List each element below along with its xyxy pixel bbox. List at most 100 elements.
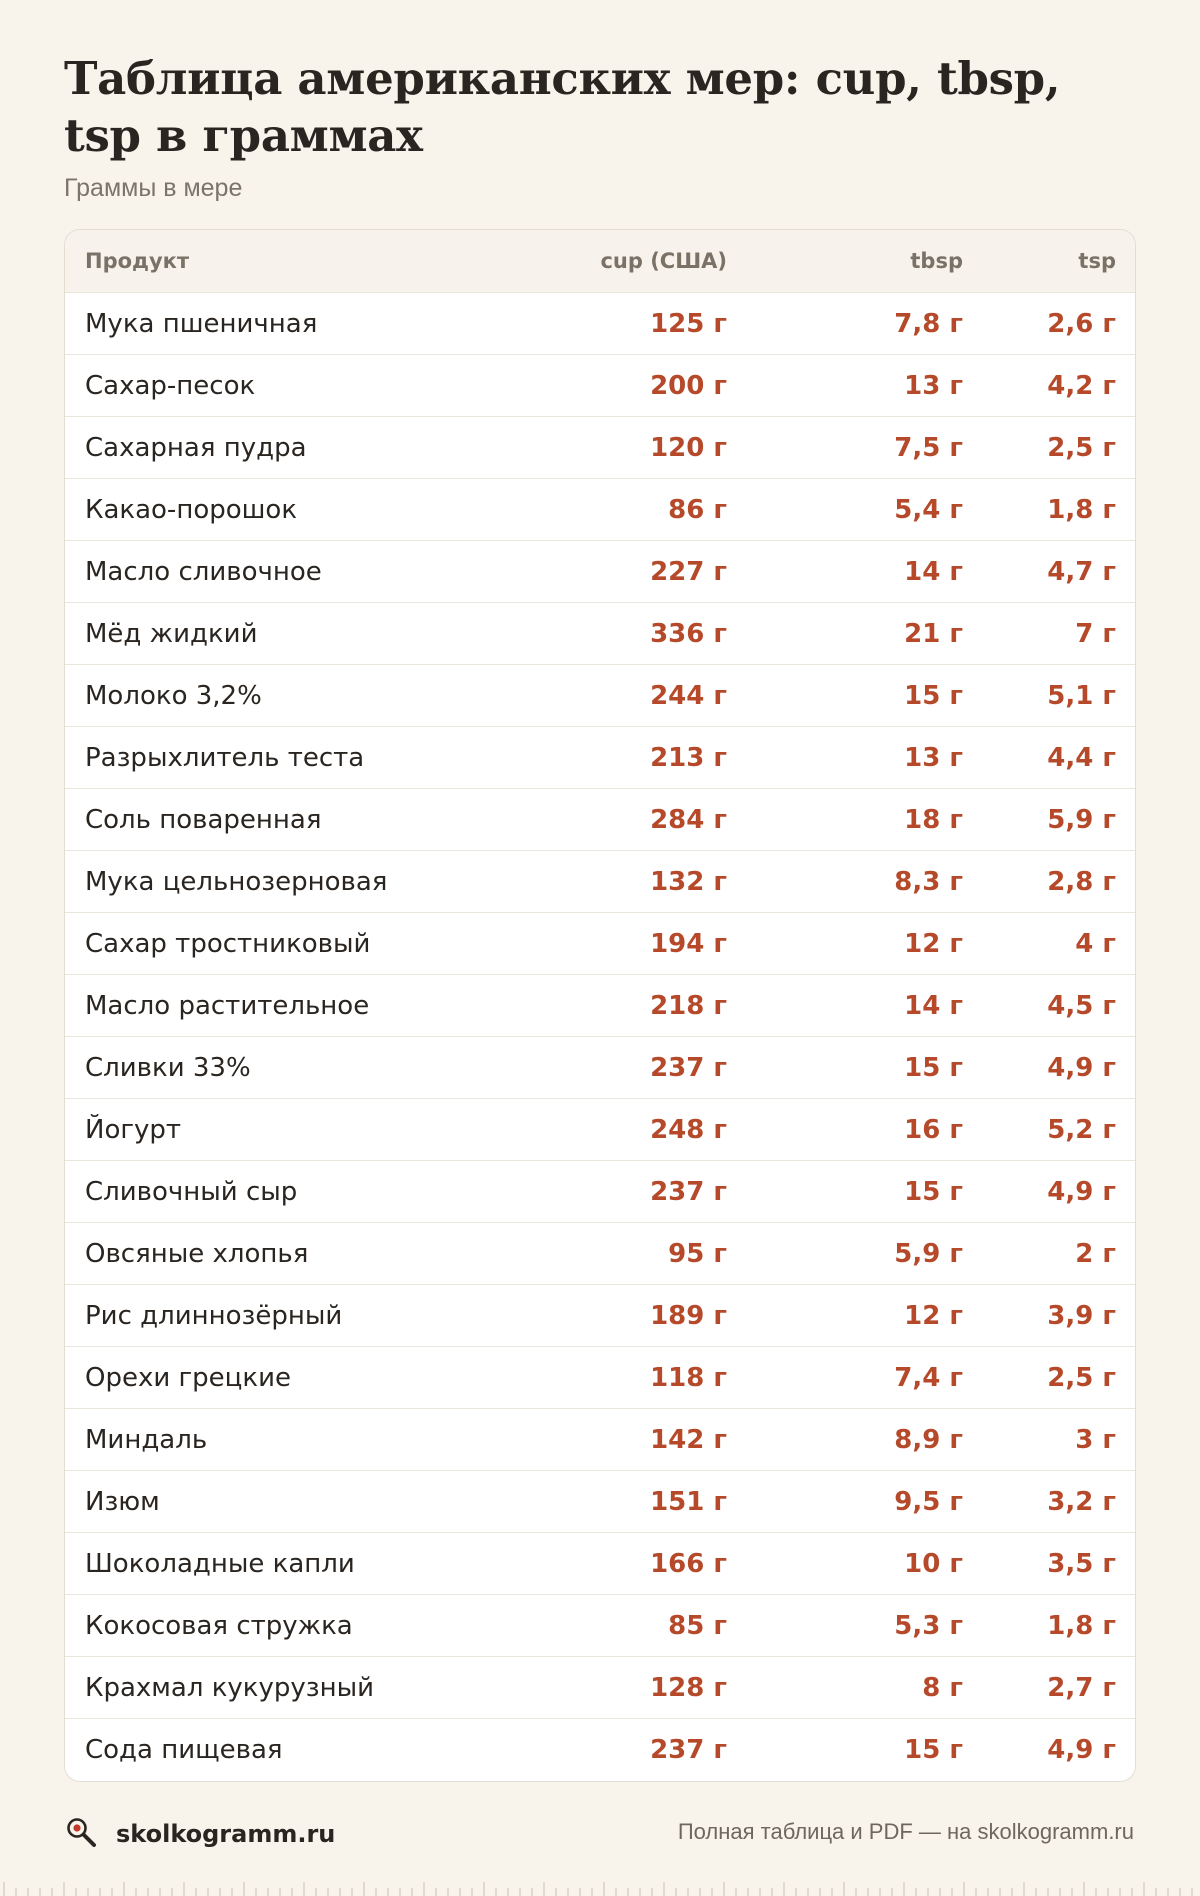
cup-value: 248 г [650,1114,727,1145]
tbsp-value: 12 г [904,928,963,959]
table-row: Шоколадные капли 166 г 10 г 3,5 г [65,1533,1135,1595]
tsp-value: 4 г [1075,928,1116,959]
tbsp-value: 5,4 г [894,494,963,525]
product-name: Сода пищевая [85,1735,283,1765]
tbsp-value: 18 г [904,804,963,835]
tbsp-value: 13 г [904,370,963,401]
tsp-value: 3 г [1075,1424,1116,1455]
product-name: Сахарная пудра [85,432,307,463]
tsp-value: 2,8 г [1047,866,1116,897]
product-name: Крахмал кукурузный [85,1672,375,1703]
table-row: Сахар-песок 200 г 13 г 4,2 г [65,355,1135,417]
product-name: Сливки 33% [85,1052,251,1083]
product-name: Сахар тростниковый [85,928,371,959]
measures-table: Продукт cup (США) tbsp tsp Мука пшенична… [64,229,1136,1782]
tsp-value: 2,5 г [1047,1362,1116,1393]
cup-value: 237 г [650,1052,727,1083]
tbsp-value: 12 г [904,1300,963,1331]
tbsp-value: 7,8 г [894,308,963,339]
footer-brand[interactable]: skolkogramm.ru [64,1815,335,1853]
table-row: Сода пищевая 237 г 15 г 4,9 г [65,1719,1135,1781]
table-row: Рис длиннозёрный 189 г 12 г 3,9 г [65,1285,1135,1347]
table-body: Мука пшеничная 125 г 7,8 г 2,6 г Сахар-песок… [65,293,1135,1781]
tbsp-value: 14 г [904,990,963,1021]
product-name: Овсяные хлопья [85,1238,309,1269]
tsp-value: 1,8 г [1047,494,1116,525]
product-name: Сахар-песок [85,370,256,401]
tbsp-value: 8,3 г [894,866,963,897]
column-header-tsp: tsp [1078,249,1116,273]
footer-note[interactable]: Полная таблица и PDF — на skolkogramm.ru [677,1819,1134,1844]
table-row: Масло сливочное 227 г 14 г 4,7 г [65,541,1135,603]
table-row: Крахмал кукурузный 128 г 8 г 2,7 г [65,1657,1135,1719]
product-name: Орехи грецкие [85,1362,291,1393]
tsp-value: 5,9 г [1047,804,1116,835]
tbsp-value: 7,4 г [894,1362,963,1393]
tsp-value: 3,2 г [1047,1486,1116,1517]
table-row: Мука пшеничная 125 г 7,8 г 2,6 г [65,293,1135,355]
tsp-value: 4,9 г [1047,1052,1116,1083]
table-row: Сахар тростниковый 194 г 12 г 4 г [65,913,1135,975]
page-subtitle: Граммы в мере [64,174,243,202]
product-name: Йогурт [85,1114,182,1145]
cup-value: 336 г [650,618,727,649]
cup-value: 284 г [650,804,727,835]
tbsp-value: 10 г [904,1548,963,1579]
tsp-value: 2,5 г [1047,432,1116,463]
product-name: Мука цельнозерновая [85,866,388,897]
cup-value: 132 г [650,866,727,897]
table-row: Сливки 33% 237 г 15 г 4,9 г [65,1037,1135,1099]
tbsp-value: 16 г [904,1114,963,1145]
product-name: Молоко 3,2% [85,680,262,711]
product-name: Шоколадные капли [85,1548,355,1579]
ruler-decoration [3,1882,1193,1896]
tsp-value: 4,7 г [1047,556,1116,587]
table-row: Сахарная пудра 120 г 7,5 г 2,5 г [65,417,1135,479]
tsp-value: 1,8 г [1047,1610,1116,1641]
cup-value: 218 г [650,990,727,1021]
table-row: Миндаль 142 г 8,9 г 3 г [65,1409,1135,1471]
product-name: Какао-порошок [85,494,298,525]
tbsp-value: 21 г [904,618,963,649]
tbsp-value: 15 г [904,1735,963,1765]
tsp-value: 2 г [1075,1238,1116,1269]
table-row: Какао-порошок 86 г 5,4 г 1,8 г [65,479,1135,541]
table-row: Мука цельнозерновая 132 г 8,3 г 2,8 г [65,851,1135,913]
tbsp-value: 8 г [922,1672,963,1703]
tsp-value: 3,9 г [1047,1300,1116,1331]
cup-value: 86 г [668,494,727,525]
product-name: Изюм [85,1486,160,1517]
product-name: Разрыхлитель теста [85,742,365,773]
tbsp-value: 15 г [904,1176,963,1207]
tsp-value: 4,9 г [1047,1176,1116,1207]
product-name: Мука пшеничная [85,308,318,339]
cup-value: 244 г [650,680,727,711]
tbsp-value: 5,3 г [894,1610,963,1641]
table-row: Изюм 151 г 9,5 г 3,2 г [65,1471,1135,1533]
cup-value: 128 г [650,1672,727,1703]
cup-value: 118 г [650,1362,727,1393]
table-row: Овсяные хлопья 95 г 5,9 г 2 г [65,1223,1135,1285]
product-name: Сливочный сыр [85,1176,298,1207]
cup-value: 213 г [650,742,727,773]
table-row: Кокосовая стружка 85 г 5,3 г 1,8 г [65,1595,1135,1657]
table-row: Молоко 3,2% 244 г 15 г 5,1 г [65,665,1135,727]
cup-value: 120 г [650,432,727,463]
tsp-value: 4,5 г [1047,990,1116,1021]
cup-value: 189 г [650,1300,727,1331]
cup-value: 85 г [668,1610,727,1641]
table-row: Масло растительное 218 г 14 г 4,5 г [65,975,1135,1037]
tsp-value: 7 г [1075,618,1116,649]
tbsp-value: 5,9 г [894,1238,963,1269]
cup-value: 227 г [650,556,727,587]
column-header-tbsp: tbsp [910,249,963,273]
magnifier-icon [67,1818,96,1847]
column-header-product: Продукт [85,249,190,273]
cup-value: 200 г [650,370,727,401]
tbsp-value: 9,5 г [894,1486,963,1517]
cup-value: 194 г [650,928,727,959]
cup-value: 237 г [650,1176,727,1207]
brand-name: skolkogramm.ru [116,1820,336,1848]
table-row: Сливочный сыр 237 г 15 г 4,9 г [65,1161,1135,1223]
tbsp-value: 13 г [904,742,963,773]
